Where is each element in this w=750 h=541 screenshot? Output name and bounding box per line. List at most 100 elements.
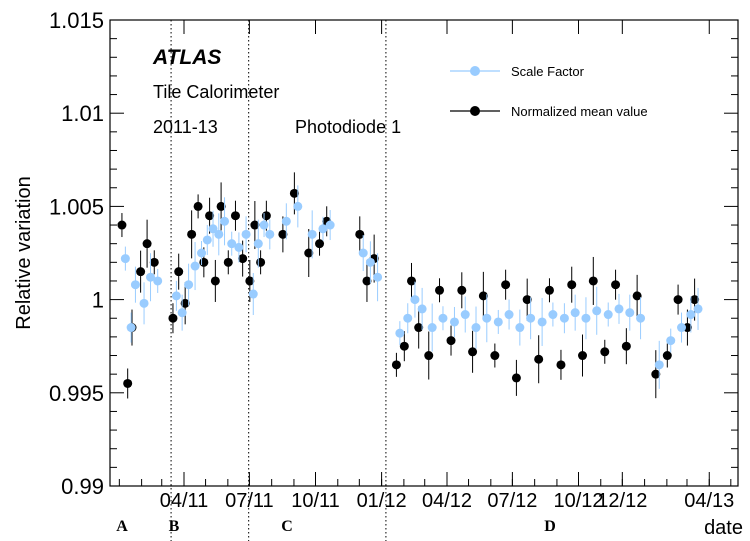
scale-factor-point [410, 295, 420, 305]
scale-factor-point [265, 229, 275, 239]
normalized-mean-value-point [123, 378, 133, 388]
normalized-mean-value-point [193, 201, 203, 211]
normalized-mean-value-point [180, 298, 190, 308]
normalized-mean-value-point [511, 373, 521, 383]
plot-frame [109, 19, 739, 487]
x-tick-label: 07/12 [487, 490, 537, 512]
scale-factor-point [417, 304, 427, 314]
normalized-mean-value-point [289, 188, 299, 198]
scale-factor-point [395, 328, 405, 338]
normalized-mean-value-point [501, 280, 511, 290]
normalized-mean-value-point [690, 295, 700, 305]
scale-factor-point [130, 280, 140, 290]
normalized-mean-value-point [256, 257, 266, 267]
scale-factor-point [636, 313, 646, 323]
scale-factor-point [293, 201, 303, 211]
x-tick-label: 10/11 [291, 490, 340, 512]
normalized-mean-value-point [230, 211, 240, 221]
normalized-mean-value-point [261, 211, 271, 221]
normalized-mean-value-point [490, 351, 500, 361]
y-tick-label: 0.99 [61, 474, 104, 499]
scale-factor-point [666, 336, 676, 346]
scale-factor-point [537, 317, 547, 327]
scale-factor-point [603, 310, 613, 320]
normalized-mean-value-point [446, 336, 456, 346]
scale-factor-point [449, 317, 459, 327]
scale-factor-point [493, 317, 503, 327]
scale-factor-point [234, 242, 244, 252]
x-tick-label: 12/12 [597, 490, 647, 512]
scale-factor-point [281, 216, 291, 226]
normalized-mean-value-point [578, 351, 588, 361]
normalized-mean-value-point [478, 291, 488, 301]
scale-factor-point [654, 360, 664, 370]
x-tick-label: 07/11 [225, 490, 274, 512]
normalized-mean-value-point [391, 360, 401, 370]
x-tick-label: 01/12 [357, 490, 407, 512]
scale-factor-point [139, 298, 149, 308]
normalized-mean-value-point [187, 229, 197, 239]
scale-factor-point [325, 220, 335, 230]
normalized-mean-value-point [142, 239, 152, 249]
x-tick-label: 04/11 [160, 490, 209, 512]
scale-factor-point [482, 313, 492, 323]
scale-factor-point [526, 313, 536, 323]
normalized-mean-value-point [168, 313, 178, 323]
detector-label: Tile Calorimeter [153, 82, 279, 102]
legend-normalized-marker [470, 106, 480, 116]
normalized-mean-value-point [362, 276, 372, 286]
normalized-mean-value-point [205, 211, 215, 221]
scale-factor-point [197, 248, 207, 258]
normalized-mean-value-point [355, 229, 365, 239]
period-label: A [116, 518, 128, 535]
y-tick-label: 0.995 [49, 381, 104, 406]
y-axis-label: Relative variation [13, 176, 35, 329]
scale-factor-point [515, 323, 525, 333]
normalized-mean-value-point [600, 347, 610, 357]
normalized-mean-value-point [662, 351, 672, 361]
scale-factor-point [259, 220, 269, 230]
scale-factor-point [365, 257, 375, 267]
scale-factor-point [177, 308, 187, 318]
normalized-mean-value-point [468, 347, 478, 357]
normalized-mean-value-point [522, 295, 532, 305]
normalized-mean-value-point [611, 280, 621, 290]
normalized-mean-value-point [278, 229, 288, 239]
scale-factor-point [438, 313, 448, 323]
scale-factor-point [241, 229, 251, 239]
normalized-mean-value-point [238, 254, 248, 264]
period-label: C [281, 518, 293, 535]
scale-factor-point [318, 224, 328, 234]
scale-factor-point [208, 224, 218, 234]
series-scale-factor [120, 185, 703, 389]
normalized-mean-value-point [223, 257, 233, 267]
normalized-mean-value-point [399, 341, 409, 351]
normalized-mean-value-point [210, 276, 220, 286]
scale-factor-point [614, 304, 624, 314]
scale-factor-point [126, 323, 136, 333]
scale-factor-point [214, 229, 224, 239]
normalized-mean-value-point [315, 239, 325, 249]
scale-factor-point [504, 310, 514, 320]
period-label: D [544, 518, 556, 535]
scale-factor-point [548, 310, 558, 320]
scale-factor-point [253, 239, 263, 249]
normalized-mean-value-point [216, 201, 226, 211]
normalized-mean-value-point [250, 220, 260, 230]
normalized-mean-value-point [673, 295, 683, 305]
x-tick-label: 04/12 [422, 490, 472, 512]
normalized-mean-value-point [149, 257, 159, 267]
scale-factor-point [227, 239, 237, 249]
y-axis-ticks: 0.99 0.995 1 1.005 1.01 1.015 [49, 8, 738, 499]
normalized-mean-value-point [588, 276, 598, 286]
y-tick-label: 1.015 [49, 8, 104, 33]
normalized-mean-value-point [651, 369, 661, 379]
scale-factor-point [677, 323, 687, 333]
scale-factor-point [153, 276, 163, 286]
normalized-mean-value-point [407, 276, 417, 286]
scale-factor-point [686, 310, 696, 320]
x-tick-label: 04/13 [684, 490, 734, 512]
years-label: 2011-13 [153, 117, 218, 137]
scale-factor-point [460, 310, 470, 320]
